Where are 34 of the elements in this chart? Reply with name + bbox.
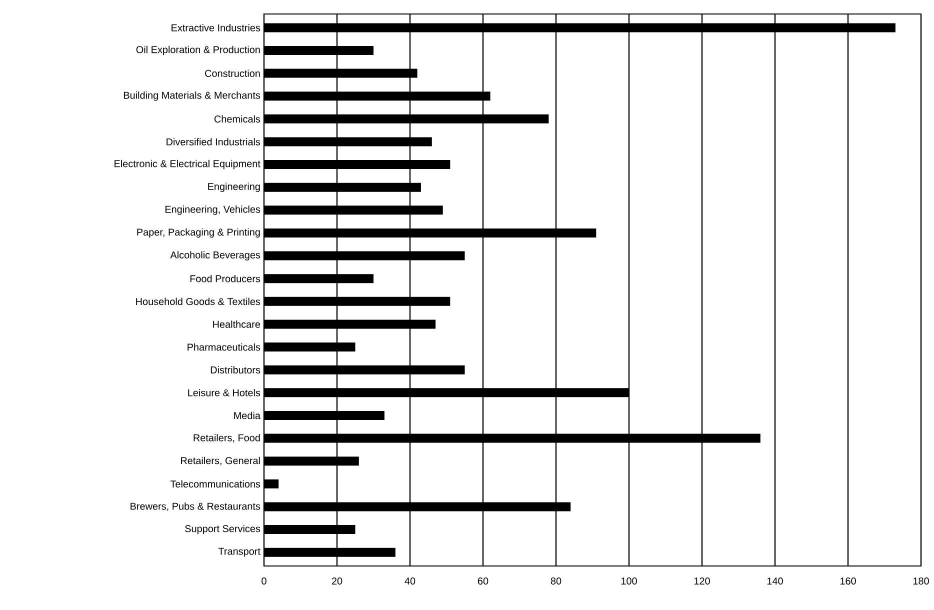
y-tick-label: Paper, Packaging & Printing xyxy=(137,228,260,238)
y-tick-label: Household Goods & Textiles xyxy=(136,298,260,306)
y-tick-label: Construction xyxy=(205,70,260,77)
y-tick-label: Transport xyxy=(218,548,260,557)
y-tick-label: Healthcare xyxy=(213,320,260,328)
y-tick-label: Brewers, Pubs & Restaurants xyxy=(130,502,260,511)
y-tick-label: Building Materials & Merchants xyxy=(124,91,260,101)
x-tick-label: 160 xyxy=(840,578,856,585)
x-tick-label: 40 xyxy=(404,578,416,585)
y-tick-label: Chemicals xyxy=(214,115,260,123)
y-tick-label: Media xyxy=(234,412,260,420)
y-tick-label: Diversified Industrials xyxy=(166,138,260,146)
y-tick-label: Telecommunications xyxy=(170,480,260,488)
y-tick-label: Engineering xyxy=(208,182,260,192)
y-tick-label: Extractive Industries xyxy=(172,24,260,32)
y-tick-label: Retailers, Food xyxy=(194,434,260,443)
y-tick-label: Food Producers xyxy=(190,274,260,282)
x-tick-label: 100 xyxy=(621,578,637,585)
x-tick-label: 20 xyxy=(332,578,342,585)
x-tick-label: 120 xyxy=(694,578,710,585)
y-tick-label: Engineering, Vehicles xyxy=(165,206,260,215)
y-tick-label: Alcoholic Beverages xyxy=(170,251,260,260)
x-tick-label: 180 xyxy=(913,578,929,585)
y-tick-label: Pharmaceuticals xyxy=(188,343,260,351)
y-tick-label: Retailers, General xyxy=(181,456,260,466)
x-tick-label: 0 xyxy=(262,578,266,585)
y-tick-label: Distributors xyxy=(210,366,260,374)
y-tick-label: Oil Exploration & Production xyxy=(136,46,260,56)
x-tick-label: 60 xyxy=(478,578,488,585)
y-tick-label: Support Services xyxy=(185,524,260,534)
x-tick-label: 80 xyxy=(550,578,562,585)
x-tick-label: 140 xyxy=(767,578,783,585)
y-tick-label: Electronic & Electrical Equipment xyxy=(114,160,260,170)
y-tick-label: Leisure & Hotels xyxy=(188,388,260,396)
